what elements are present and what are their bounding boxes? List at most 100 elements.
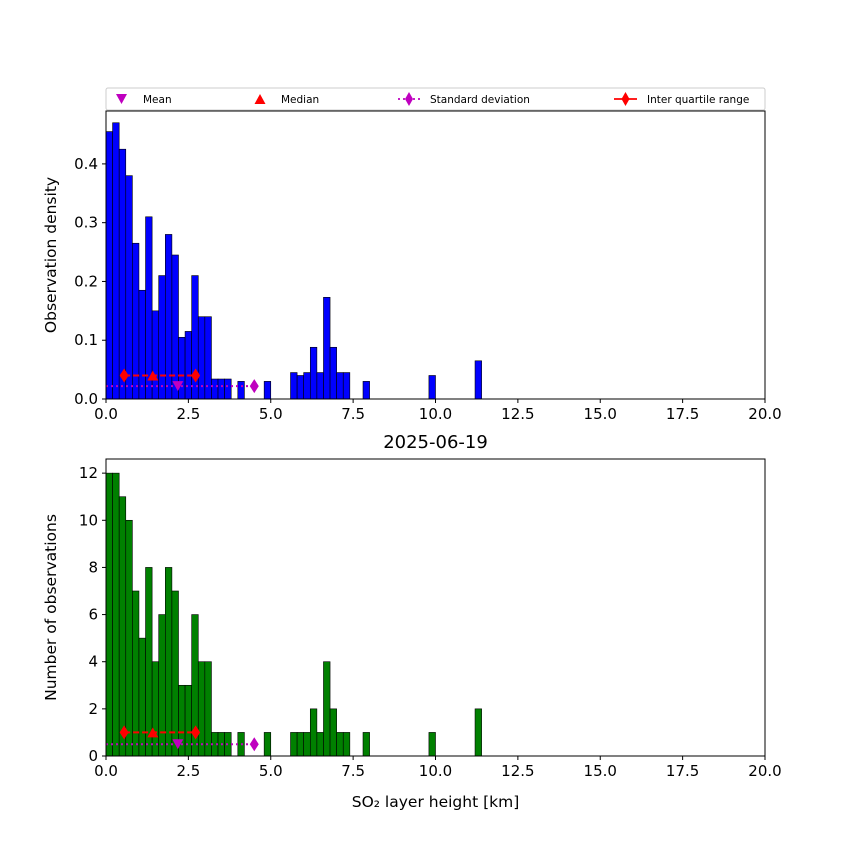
count-ylabel: Number of observations: [42, 514, 60, 701]
density-bar: [211, 378, 219, 400]
count-iqr-marker-q1: [119, 725, 129, 740]
density-bar: [145, 216, 153, 400]
density-xtick-label: 7.5: [341, 405, 365, 423]
density-bar: [112, 122, 120, 400]
density-bar: [474, 360, 482, 400]
density-bar: [309, 346, 318, 400]
iqr-marker-icon: [621, 92, 630, 106]
count-bar: [329, 708, 337, 757]
count-xtick-label: 12.5: [501, 762, 534, 780]
count-bar: [151, 661, 160, 757]
density-xtick-label: 10.0: [419, 405, 452, 423]
density-std-marker: [249, 379, 259, 394]
density-bar: [178, 336, 186, 400]
legend-item-median: Median: [254, 94, 319, 106]
density-ytick-label: 0.2: [74, 272, 98, 290]
density-xtick-label: 5.0: [259, 405, 283, 423]
count-mean-marker: [172, 739, 184, 750]
density-iqr-marker-q1: [119, 368, 129, 383]
count-bar: [125, 519, 133, 757]
count-bar: [138, 637, 146, 757]
density-bar: [290, 372, 298, 400]
count-bar: [296, 732, 304, 757]
density-bar: [204, 316, 212, 400]
count-bar: [342, 732, 351, 757]
density-bar: [316, 372, 324, 400]
density-bar: [165, 234, 173, 400]
density-median-marker: [147, 370, 159, 381]
density-bar: [323, 297, 331, 400]
density-xtick-label: 12.5: [501, 405, 534, 423]
count-bar: [474, 708, 482, 757]
legend-label-iqr: Inter quartile range: [647, 94, 749, 106]
density-bar: [158, 275, 166, 400]
legend-frame: [105, 87, 766, 111]
density-ytick-label: 0.1: [74, 331, 98, 349]
count-xtick-label: 20.0: [748, 762, 781, 780]
count-bar: [316, 732, 324, 757]
count-bar: [290, 732, 298, 757]
density-bar: [362, 381, 370, 400]
count-ytick-label: 12: [79, 464, 98, 482]
count-xtick-label: 15.0: [584, 762, 617, 780]
count-bar: [132, 590, 140, 757]
density-bar: [296, 375, 304, 400]
density-mean-marker: [172, 381, 184, 392]
density-bar: [217, 378, 225, 400]
density-bar: [303, 372, 311, 400]
density-bar: [105, 131, 113, 400]
count-bar: [118, 496, 127, 757]
count-median-marker: [147, 727, 159, 738]
count-bar: [184, 684, 192, 757]
density-xtick-label: 15.0: [584, 405, 617, 423]
count-bar: [112, 472, 120, 757]
count-histogram: 0.0 2.5 5.0 7.5 10.0 12.5 15.0 17.5 20.0 0 2 4 6 8 10 1…: [42, 458, 782, 811]
bottom-chart-title: 2025-06-19: [383, 432, 488, 453]
density-bar: [237, 381, 245, 400]
count-xtick-label: 5.0: [259, 762, 283, 780]
density-bar: [118, 148, 127, 400]
density-iqr-marker-q3: [191, 368, 201, 383]
mean-marker-icon: [116, 94, 127, 104]
legend: Mean Median Standard deviation Inter qua…: [105, 87, 766, 111]
legend-item-std: Standard deviation: [398, 92, 530, 106]
density-bar: [224, 378, 232, 400]
count-std-marker: [249, 737, 259, 752]
density-ylabel: Observation density: [42, 177, 60, 333]
count-bar: [336, 732, 344, 757]
density-bar: [138, 289, 146, 400]
count-ytick-label: 10: [79, 511, 98, 529]
count-xtick-label: 17.5: [666, 762, 699, 780]
count-bar: [158, 614, 166, 757]
count-bar: [165, 567, 173, 757]
density-bar: [125, 175, 133, 400]
density-xtick-label: 2.5: [176, 405, 200, 423]
density-bar: [428, 375, 436, 400]
count-ytick-label: 6: [88, 606, 98, 624]
count-bar: [197, 661, 206, 757]
count-xtick-label: 0.0: [94, 762, 118, 780]
density-ytick-label: 0.4: [74, 155, 98, 173]
count-bar: [105, 472, 113, 757]
density-bar: [329, 346, 337, 400]
count-bar: [145, 567, 153, 757]
count-ytick-label: 2: [88, 700, 98, 718]
median-marker-icon: [254, 94, 266, 104]
legend-label-mean: Mean: [143, 94, 172, 106]
density-xtick-label: 0.0: [94, 405, 118, 423]
count-xlabel: SO₂ layer height [km]: [352, 793, 520, 811]
density-bar: [342, 372, 351, 400]
count-bar: [303, 732, 311, 757]
legend-item-mean: Mean: [116, 94, 172, 106]
legend-label-median: Median: [281, 94, 319, 106]
count-bar: [428, 732, 436, 757]
count-ytick-label: 4: [88, 653, 98, 671]
legend-item-iqr: Inter quartile range: [614, 92, 749, 106]
legend-label-std: Standard deviation: [430, 94, 530, 106]
count-bar: [263, 732, 272, 757]
density-ytick-label: 0.0: [74, 390, 98, 408]
count-bar: [204, 661, 212, 757]
count-bar: [362, 732, 370, 757]
count-bar: [323, 661, 331, 757]
density-bar: [336, 372, 344, 400]
